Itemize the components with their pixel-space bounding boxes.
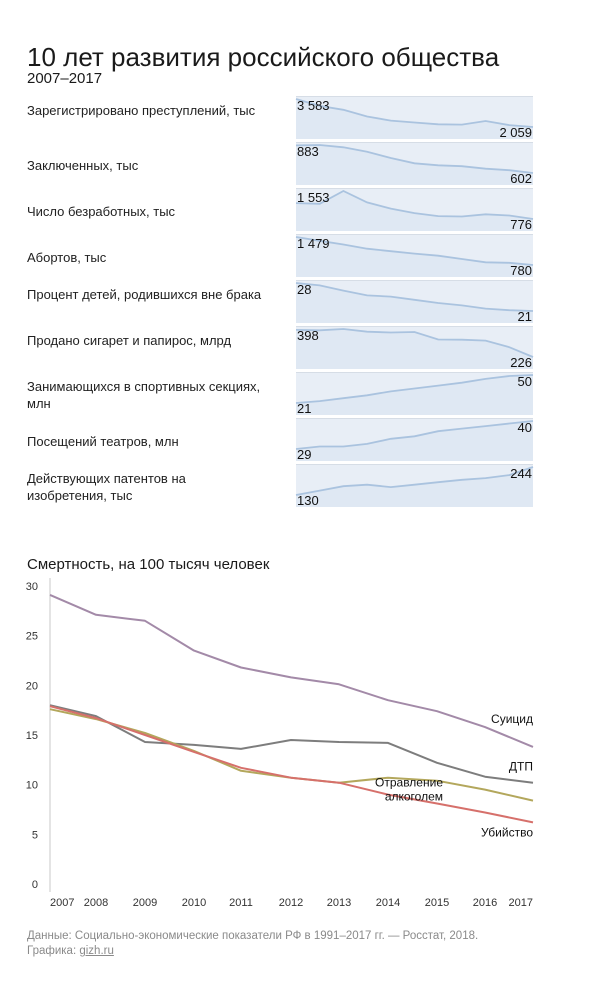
- sparkline-start-value: 883: [297, 144, 319, 159]
- series-line-suicide: [49, 593, 534, 748]
- sparkline-line: [295, 420, 534, 450]
- sparkline-line: [295, 466, 534, 496]
- mortality-chart-title: Смертность, на 100 тысяч человек: [27, 556, 270, 573]
- sparkline-end-value: 780: [510, 263, 532, 278]
- sparkline-area: [296, 421, 533, 461]
- x-tick-label: 2009: [133, 897, 157, 909]
- series-label-suicide: Суицид: [491, 712, 533, 726]
- sparkline-end-value: 602: [510, 171, 532, 186]
- sparkline-area: [296, 329, 533, 369]
- y-tick-label: 5: [32, 829, 38, 841]
- series-line-alcohol: [49, 708, 534, 802]
- y-tick-label: 30: [26, 581, 38, 593]
- x-tick-label: 2016: [473, 897, 497, 909]
- x-tick-label: 2008: [84, 897, 108, 909]
- indicator-label: Зарегистрировано преступлений, тыс: [27, 103, 256, 118]
- sparkline-area: [296, 99, 533, 139]
- x-tick-label: 2010: [182, 897, 206, 909]
- x-tick-label: 2017: [509, 897, 533, 909]
- sparkline-area: [296, 467, 533, 507]
- sparkline-end-value: 244: [510, 466, 532, 481]
- sparkline-line: [295, 374, 534, 404]
- sparkline-start-value: 21: [297, 401, 311, 416]
- sparkline-start-value: 130: [297, 493, 319, 508]
- sparkline-line: [295, 189, 534, 220]
- series-line-murder: [49, 705, 534, 824]
- sparkline-line: [295, 98, 534, 128]
- sparkline-line: [295, 144, 534, 174]
- sparkline-area: [296, 145, 533, 185]
- credit-link[interactable]: gizh.ru: [79, 945, 114, 957]
- series-label-traffic: ДТП: [509, 760, 533, 774]
- sparkline-area: [296, 375, 533, 415]
- sparkline-panel: 3 583 2 059 883 602 1 553 776 1 479 780 28 21 398 2…: [295, 96, 534, 508]
- y-tick-label: 20: [26, 680, 38, 692]
- credit-note: Графика: gizh.ru: [27, 945, 114, 957]
- x-tick-label: 2013: [327, 897, 351, 909]
- indicator-label: Продано сигарет и папирос, млрд: [27, 333, 232, 348]
- y-tick-label: 0: [32, 879, 38, 891]
- sparkline-line: [295, 282, 534, 312]
- page-title: 10 лет развития российского общества: [27, 42, 500, 72]
- sparkline-start-value: 3 583: [297, 98, 330, 113]
- x-tick-label: 2014: [376, 897, 400, 909]
- credit-prefix: Графика:: [27, 945, 80, 957]
- sparkline-line: [295, 236, 534, 266]
- sparkline-start-value: 28: [297, 282, 311, 297]
- sparkline-end-value: 50: [518, 374, 532, 389]
- series-label-murder: Убийство: [481, 825, 533, 839]
- sparkline-start-value: 29: [297, 447, 311, 462]
- sparkline-end-value: 2 059: [499, 125, 532, 140]
- sparkline-end-value: 40: [518, 420, 532, 435]
- sparkline-line: [295, 328, 534, 358]
- x-tick-label: 2007: [50, 897, 74, 909]
- series-line-traffic: [49, 704, 534, 784]
- sparkline-end-value: 226: [510, 355, 532, 370]
- series-label-alcohol: Отравление алкоголем: [375, 776, 443, 804]
- x-tick-label: 2011: [229, 897, 253, 909]
- indicator-label: Действующих патентов на изобретения, тыс: [27, 471, 186, 503]
- y-tick-label: 15: [26, 730, 38, 742]
- indicator-label: Занимающихся в спортивных секциях, млн: [27, 379, 261, 411]
- indicator-label: Процент детей, родившихся вне брака: [27, 287, 262, 302]
- sparkline-start-value: 1 479: [297, 236, 330, 251]
- sparkline-start-value: 398: [297, 328, 319, 343]
- y-tick-label: 10: [26, 780, 38, 792]
- indicator-label: Заключенных, тыс: [27, 158, 139, 173]
- page-subtitle: 2007–2017: [27, 70, 103, 87]
- y-tick-label: 25: [26, 631, 38, 643]
- x-tick-label: 2012: [279, 897, 303, 909]
- sparkline-end-value: 21: [518, 309, 532, 324]
- sparkline-start-value: 1 553: [297, 190, 330, 205]
- indicator-label: Посещений театров, млн: [27, 434, 179, 449]
- x-tick-label: 2015: [425, 897, 449, 909]
- sparkline-end-value: 776: [510, 217, 532, 232]
- source-note: Данные: Социально-экономические показате…: [27, 930, 479, 942]
- indicator-label: Число безработных, тыс: [27, 204, 176, 219]
- indicator-label: Абортов, тыс: [27, 250, 107, 265]
- sparkline-area: [296, 191, 533, 231]
